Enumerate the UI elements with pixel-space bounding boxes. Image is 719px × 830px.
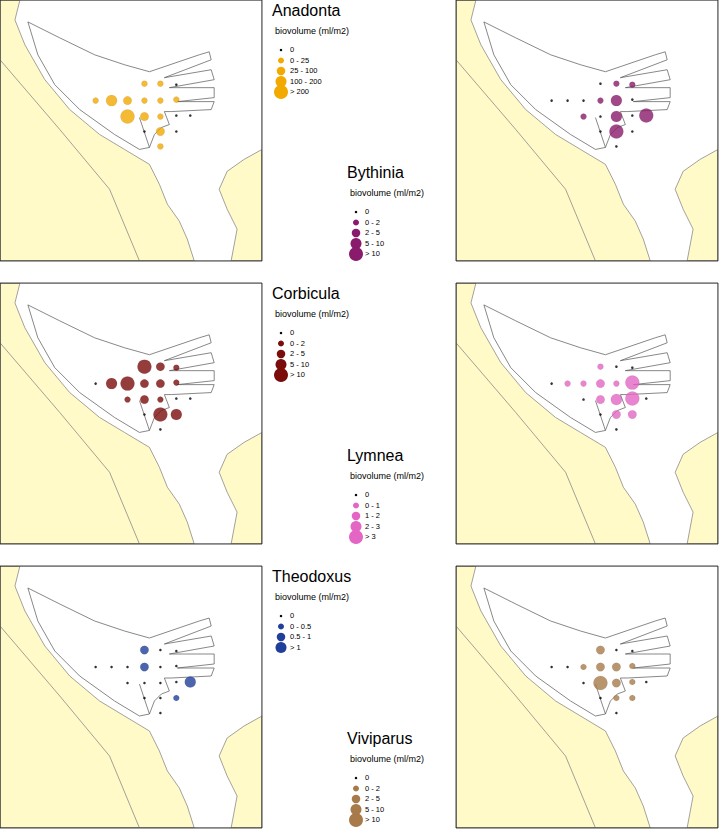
- svg-text:0: 0: [365, 490, 369, 499]
- svg-text:0: 0: [290, 45, 294, 54]
- svg-text:Anadonta: Anadonta: [272, 2, 341, 19]
- svg-text:0: 0: [290, 611, 294, 620]
- svg-text:0.5 - 1: 0.5 - 1: [290, 632, 311, 641]
- svg-text:0: 0: [290, 328, 294, 337]
- svg-text:0 - 2: 0 - 2: [365, 218, 380, 227]
- svg-text:> 1: > 1: [290, 643, 301, 652]
- svg-text:biovolume (ml/m2): biovolume (ml/m2): [275, 592, 349, 602]
- svg-text:> 10: > 10: [365, 249, 380, 258]
- svg-text:> 10: > 10: [365, 815, 380, 824]
- svg-text:2 - 3: 2 - 3: [365, 522, 380, 531]
- svg-text:5 - 10: 5 - 10: [365, 805, 384, 814]
- svg-text:biovolume (ml/m2): biovolume (ml/m2): [275, 309, 349, 319]
- svg-text:biovolume (ml/m2): biovolume (ml/m2): [350, 188, 424, 198]
- svg-text:0 - 25: 0 - 25: [290, 56, 309, 65]
- svg-text:0 - 2: 0 - 2: [365, 784, 380, 793]
- svg-text:biovolume (ml/m2): biovolume (ml/m2): [350, 754, 424, 764]
- svg-text:0: 0: [365, 773, 369, 782]
- svg-text:5 - 10: 5 - 10: [365, 239, 384, 248]
- svg-text:0 - 0.5: 0 - 0.5: [290, 622, 311, 631]
- svg-text:1 - 2: 1 - 2: [365, 511, 380, 520]
- svg-text:Corbicula: Corbicula: [272, 285, 340, 302]
- svg-text:2 - 5: 2 - 5: [365, 228, 380, 237]
- svg-text:> 3: > 3: [365, 532, 376, 541]
- svg-text:100 - 200: 100 - 200: [290, 77, 322, 86]
- svg-text:Viviparus: Viviparus: [347, 730, 413, 747]
- svg-text:2 - 5: 2 - 5: [365, 794, 380, 803]
- svg-text:biovolume (ml/m2): biovolume (ml/m2): [275, 26, 349, 36]
- svg-text:0 - 2: 0 - 2: [290, 339, 305, 348]
- svg-text:> 200: > 200: [290, 87, 309, 96]
- svg-text:0: 0: [365, 207, 369, 216]
- svg-text:> 10: > 10: [290, 370, 305, 379]
- svg-text:25 - 100: 25 - 100: [290, 66, 318, 75]
- svg-text:0 - 1: 0 - 1: [365, 501, 380, 510]
- svg-text:biovolume (ml/m2): biovolume (ml/m2): [350, 471, 424, 481]
- svg-text:Theodoxus: Theodoxus: [272, 568, 351, 585]
- svg-text:2 - 5: 2 - 5: [290, 349, 305, 358]
- svg-text:Lymnea: Lymnea: [347, 447, 403, 464]
- svg-text:Bythinia: Bythinia: [347, 164, 404, 181]
- svg-text:5 - 10: 5 - 10: [290, 360, 309, 369]
